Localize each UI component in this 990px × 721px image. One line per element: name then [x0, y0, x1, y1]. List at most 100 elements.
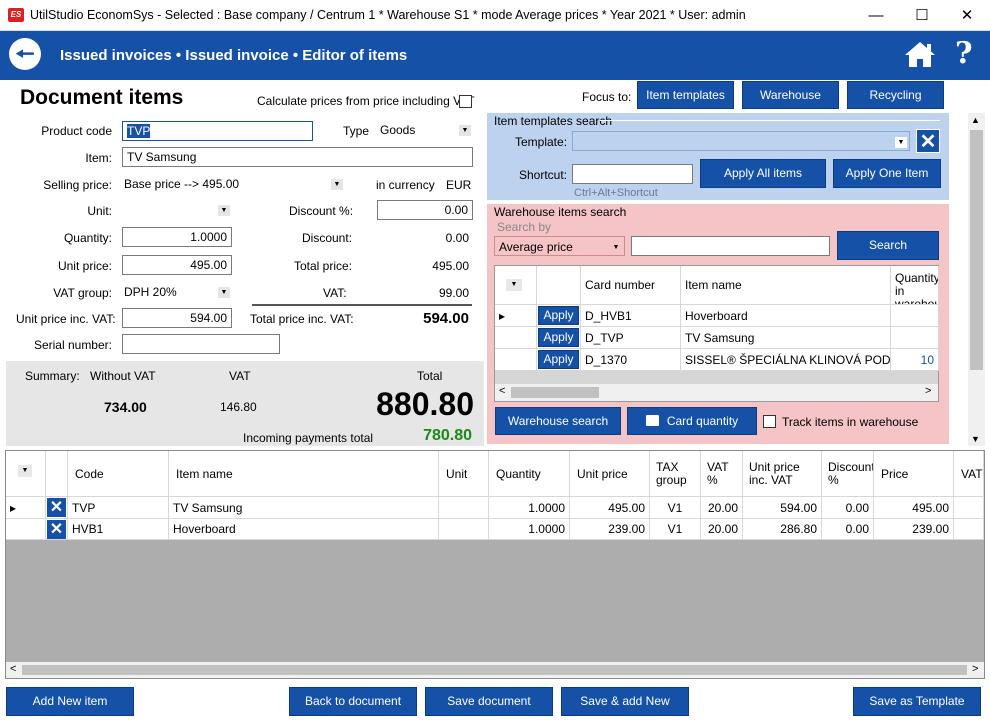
total-price-value: 495.00 [432, 259, 469, 273]
app-header [0, 31, 990, 80]
row-vat [954, 497, 984, 519]
scrollbar-thumb[interactable] [511, 387, 599, 398]
col-discount[interactable]: Discount % [822, 451, 874, 497]
col-unit-price-vat[interactable]: Unit price inc. VAT [743, 451, 822, 497]
item-name: SISSEL® ŠPECIÁLNA KLINOVÁ PODL... [681, 349, 891, 371]
col-vat-pct[interactable]: VAT % [701, 451, 743, 497]
card-number: D_HVB1 [581, 305, 681, 327]
item-name: TV Samsung [681, 327, 891, 349]
item-name: Hoverboard [681, 305, 891, 327]
item-input[interactable]: TV Samsung [122, 147, 473, 167]
col-quantity[interactable]: Quantity in warehouse [891, 266, 939, 305]
selling-price-select[interactable]: Base price --> 495.00 ▼ [122, 174, 345, 194]
col-item-name[interactable]: Item name [169, 451, 439, 497]
shortcut-input[interactable] [572, 164, 693, 184]
row-indicator [495, 349, 537, 371]
warehouse-search-button[interactable]: Warehouse search [495, 407, 621, 435]
row-discount: 0.00 [822, 519, 874, 540]
warehouse-grid: ▼ Card number Item name Quantity in ware… [494, 265, 939, 402]
focus-warehouse-button[interactable]: Warehouse [742, 81, 839, 109]
grid-header-apply [537, 266, 581, 305]
discount-pct-input[interactable]: 0.00 [377, 200, 473, 220]
row-code: HVB1 [68, 519, 169, 540]
template-select[interactable]: ▼ [572, 131, 910, 151]
home-icon[interactable] [904, 40, 936, 68]
apply-button[interactable]: Apply [538, 328, 579, 347]
search-by-select[interactable]: Average price ▼ [494, 236, 625, 256]
row-price: 495.00 [874, 497, 954, 519]
apply-one-item-button[interactable]: Apply One Item [833, 159, 941, 188]
col-unit[interactable]: Unit [439, 451, 489, 497]
scrollbar-thumb[interactable] [22, 665, 967, 675]
help-icon[interactable]: ? [955, 36, 973, 71]
chevron-right-icon[interactable]: > [925, 385, 932, 397]
col-card-number[interactable]: Card number [581, 266, 681, 305]
scrollbar-thumb[interactable] [970, 130, 983, 370]
grid-empty-area [495, 371, 938, 384]
warehouse-search-input[interactable] [631, 236, 830, 256]
search-button[interactable]: Search [837, 231, 939, 260]
row-vat [954, 519, 984, 540]
serial-input[interactable] [122, 334, 280, 354]
chevron-down-icon[interactable]: ▼ [971, 434, 980, 444]
total-price-label: Total price: [294, 259, 353, 273]
apply-button[interactable]: Apply [538, 350, 579, 369]
col-code[interactable]: Code [68, 451, 169, 497]
save-add-new-button[interactable]: Save & add New [561, 687, 689, 716]
col-quantity[interactable]: Quantity [489, 451, 570, 497]
card-quantity-button[interactable]: Card quantity [627, 407, 757, 435]
product-code-input[interactable]: TVP [122, 121, 313, 141]
table-horizontal-scrollbar[interactable]: < > [6, 662, 984, 678]
close-window-button[interactable]: ✕ [960, 7, 974, 24]
focus-recycling-button[interactable]: Recycling [847, 81, 944, 109]
chat-icon [645, 415, 659, 426]
track-items-label: Track items in warehouse [782, 415, 919, 429]
vat-group-select[interactable]: DPH 20% ▼ [122, 282, 232, 302]
table-header-menu[interactable]: ▼ [6, 451, 46, 497]
row-unit-price-vat: 286.80 [743, 519, 822, 540]
warehouse-title: Warehouse items search [494, 205, 627, 219]
unit-select[interactable]: ▼ [122, 200, 232, 220]
back-to-document-button[interactable]: Back to document [289, 687, 417, 716]
clear-template-icon[interactable]: ✕ [916, 129, 940, 153]
type-select[interactable]: Goods ▼ [378, 120, 473, 140]
unit-price-vat-label: Unit price inc. VAT: [16, 312, 116, 326]
unit-price-vat-input[interactable]: 594.00 [122, 308, 232, 328]
maximize-button[interactable]: ☐ [915, 7, 929, 24]
unit-price-input[interactable]: 495.00 [122, 255, 232, 275]
row-indicator [495, 327, 537, 349]
quantity-input[interactable]: 1.0000 [122, 227, 232, 247]
chevron-left-icon[interactable]: < [10, 663, 17, 675]
col-tax-group[interactable]: TAX group [650, 451, 701, 497]
horizontal-scrollbar[interactable]: < > [495, 384, 938, 401]
chevron-right-icon[interactable]: > [972, 663, 979, 675]
table-header-delete [46, 451, 68, 497]
apply-button[interactable]: Apply [538, 306, 579, 325]
track-items-checkbox[interactable] [763, 415, 776, 428]
chevron-down-icon: ▼ [895, 137, 907, 148]
minimize-button[interactable]: — [868, 7, 884, 24]
col-vat[interactable]: VAT [954, 451, 984, 497]
add-new-item-button[interactable]: Add New item [6, 687, 134, 716]
col-price[interactable]: Price [874, 451, 954, 497]
back-arrow-icon[interactable]: 🠔 [9, 38, 41, 70]
incoming-payments-label: Incoming payments total [243, 431, 374, 445]
chevron-down-icon: ▼ [218, 287, 230, 298]
save-document-button[interactable]: Save document [425, 687, 553, 716]
page-title: Document items [20, 86, 184, 109]
quantity [891, 305, 939, 327]
focus-to-label: Focus to: [582, 90, 632, 104]
delete-row-icon[interactable]: ✕ [47, 520, 66, 539]
save-as-template-button[interactable]: Save as Template [853, 687, 981, 716]
calc-from-vat-checkbox[interactable] [459, 95, 472, 108]
focus-item-templates-button[interactable]: Item templates [637, 81, 734, 109]
col-unit-price[interactable]: Unit price [570, 451, 650, 497]
grid-header-menu[interactable]: ▼ [495, 266, 537, 305]
product-code-label: Product code [41, 124, 112, 138]
chevron-left-icon[interactable]: < [499, 385, 506, 397]
search-by-label: Search by [497, 220, 552, 234]
col-item-name[interactable]: Item name [681, 266, 891, 305]
apply-all-items-button[interactable]: Apply All items [700, 159, 826, 188]
chevron-up-icon[interactable]: ▲ [971, 115, 980, 125]
delete-row-icon[interactable]: ✕ [47, 498, 66, 517]
